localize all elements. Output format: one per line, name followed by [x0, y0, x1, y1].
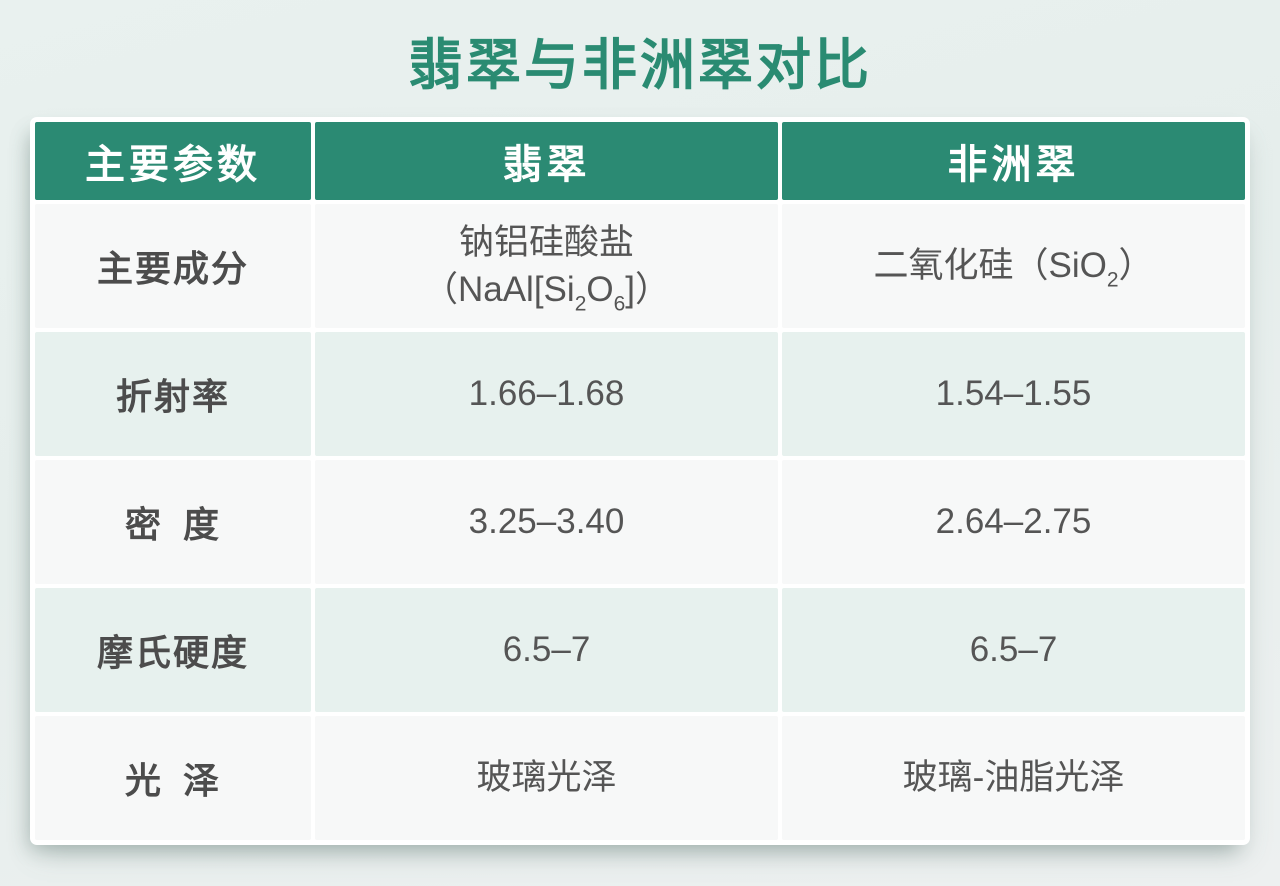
row-luster-label: 光 泽 [35, 716, 311, 840]
composition-formula: （NaAl[Si2O6]） [422, 270, 671, 316]
column-header-jadeite: 翡翠 [315, 122, 778, 200]
composition-formula-african: 二氧化硅（SiO2） [873, 246, 1154, 292]
row-composition-african-value: 二氧化硅（SiO2） [782, 204, 1245, 328]
row-refractive-index-label: 折射率 [35, 332, 311, 456]
row-composition-label: 主要成分 [35, 204, 311, 328]
column-header-african-jade: 非洲翠 [782, 122, 1245, 200]
row-luster-african-value: 玻璃-油脂光泽 [782, 716, 1245, 840]
row-luster-jadeite-value: 玻璃光泽 [315, 716, 778, 840]
page-title: 翡翠与非洲翠对比 [407, 34, 872, 96]
composition-name: 钠铝硅酸盐 [458, 222, 634, 262]
row-density-jadeite-value: 3.25–3.40 [315, 460, 778, 584]
row-hardness-label: 摩氏硬度 [35, 588, 311, 712]
row-refractive-index-african-value: 1.54–1.55 [782, 332, 1245, 456]
column-header-parameter: 主要参数 [35, 122, 311, 200]
row-hardness-jadeite-value: 6.5–7 [315, 588, 778, 712]
row-refractive-index-jadeite-value: 1.66–1.68 [315, 332, 778, 456]
row-composition-jadeite-value: 钠铝硅酸盐 （NaAl[Si2O6]） [315, 204, 778, 328]
row-density-african-value: 2.64–2.75 [782, 460, 1245, 584]
row-density-label: 密 度 [35, 460, 311, 584]
row-hardness-african-value: 6.5–7 [782, 588, 1245, 712]
comparison-table: 主要参数 翡翠 非洲翠 主要成分 钠铝硅酸盐 （NaAl[Si2O6]） 二氧化… [30, 117, 1250, 845]
